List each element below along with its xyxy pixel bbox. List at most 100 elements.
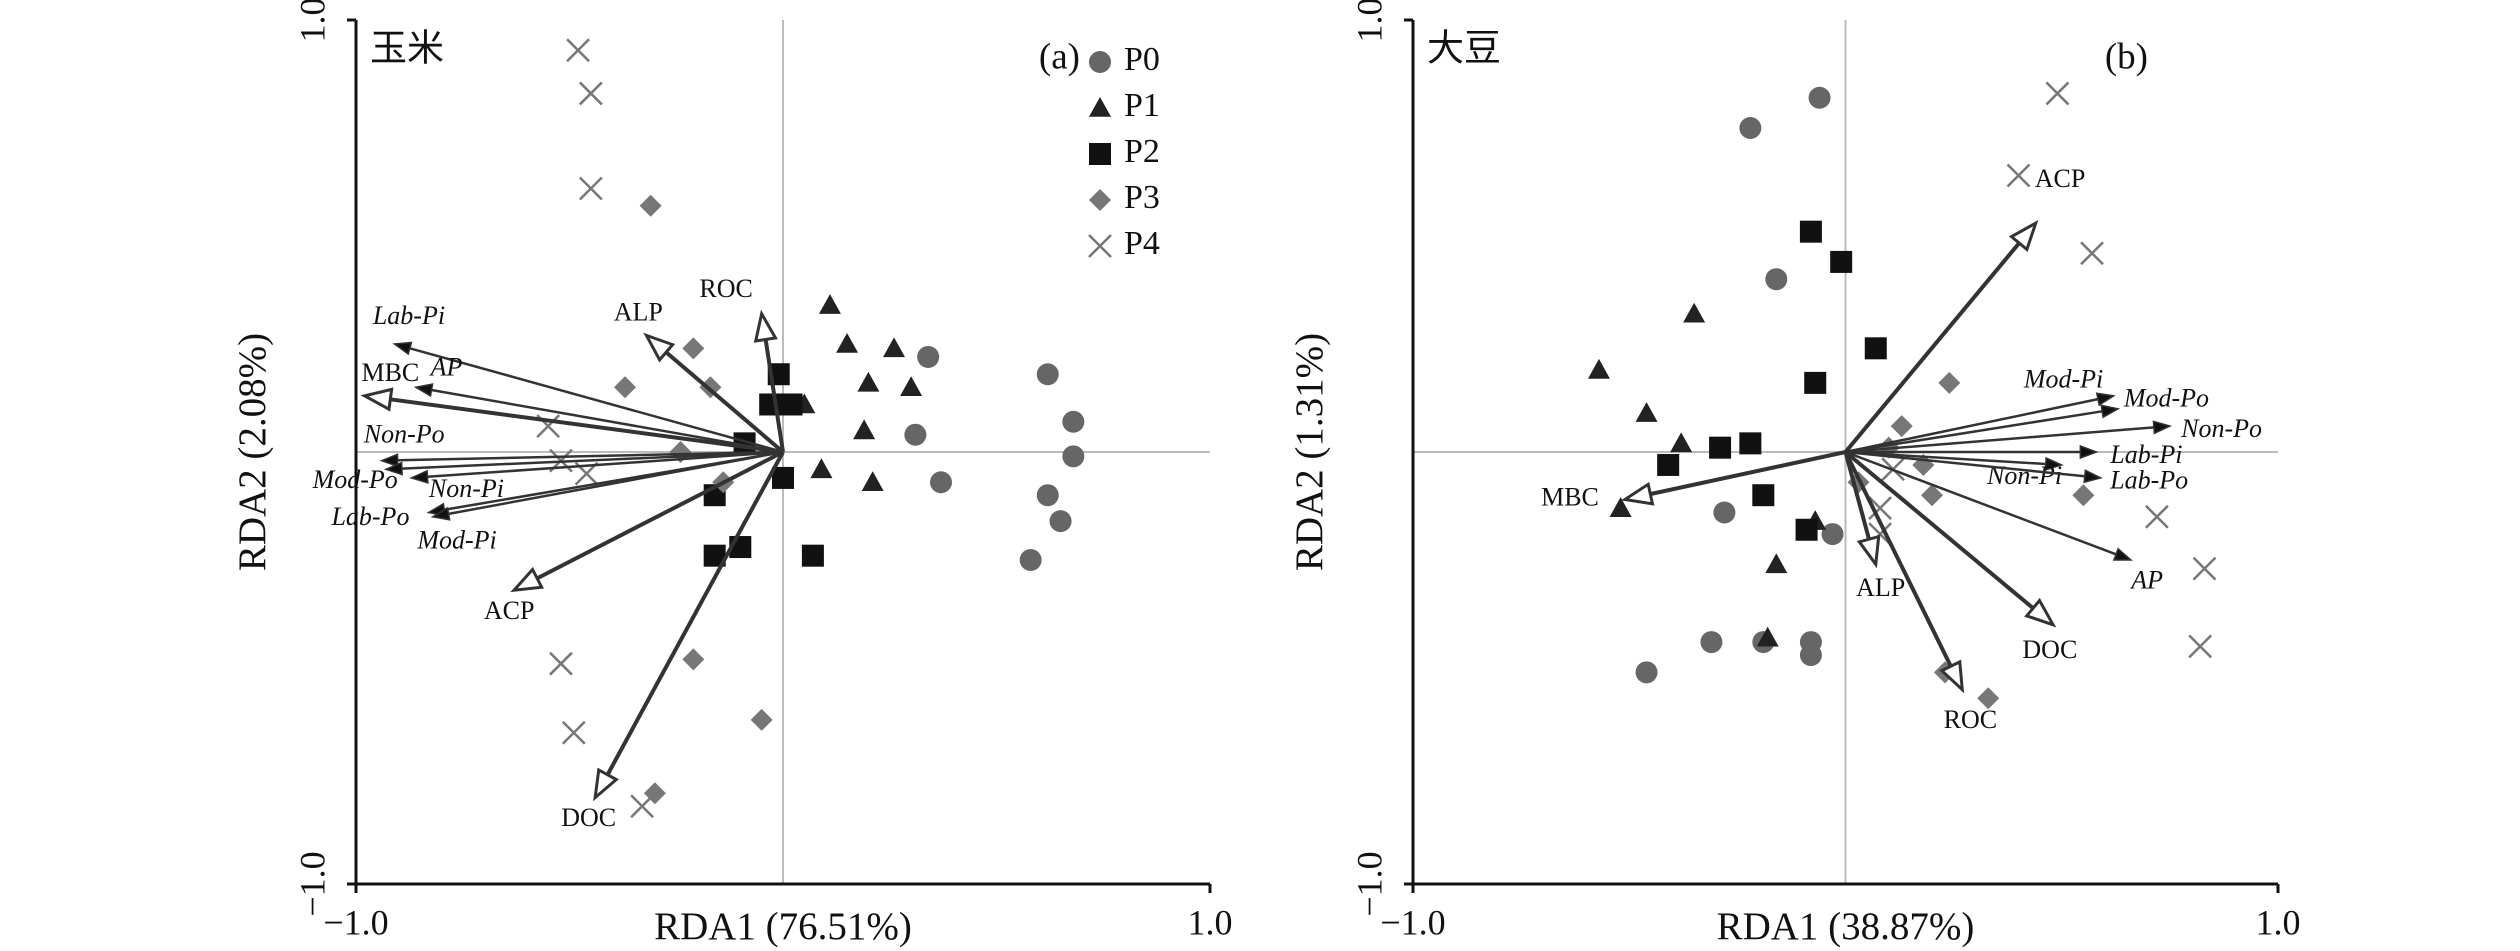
point [750, 708, 773, 731]
arrow-shaft [427, 450, 784, 479]
point [1739, 432, 1762, 455]
point [566, 38, 590, 63]
arrow-shaft [1844, 450, 2035, 610]
point [904, 423, 927, 446]
panel-title: 大豆 [1427, 28, 1501, 69]
legend-label: P3 [1124, 179, 1160, 216]
arrow-head [510, 566, 545, 593]
point [2072, 484, 2095, 507]
arrow-head [593, 767, 619, 802]
arrow-label: Lab-Pi [372, 301, 445, 330]
arrow-head [383, 461, 403, 476]
arrow-label: ACP [484, 596, 535, 625]
point [1799, 644, 1822, 667]
arrow-shaft [1843, 451, 1871, 540]
point [1977, 687, 2000, 710]
arrow-label: Mod-Po [312, 465, 398, 494]
point [2045, 81, 2070, 106]
y-axis-title: RDA2 (1.31%) [1288, 333, 1331, 571]
point [772, 466, 794, 489]
point [549, 651, 573, 676]
y-tick-label: 1.0 [292, 0, 332, 43]
arrow-shaft [390, 397, 784, 454]
point [1799, 220, 1822, 243]
point [1657, 453, 1680, 476]
legend-marker [1089, 51, 1111, 73]
point [1683, 302, 1706, 323]
point [1830, 250, 1853, 273]
point [1765, 553, 1788, 574]
arrow-label: Lab-Po [2109, 466, 2188, 495]
point [1036, 363, 1059, 386]
point [578, 81, 603, 106]
arrow-label: Non-Po [363, 419, 445, 448]
arrow-head [360, 387, 394, 412]
x-axis-title: RDA1 (38.87%) [1717, 905, 1975, 948]
arrow-label: AP [429, 352, 463, 381]
point [1019, 549, 1042, 571]
y-tick-label: −1.0 [1349, 851, 1389, 916]
arrow-shaft [664, 350, 785, 454]
arrow-shaft [1845, 410, 2103, 454]
arrow: ROC [699, 274, 785, 453]
arrow-head [379, 453, 399, 468]
arrow-label: ROC [699, 274, 752, 303]
x-axis-title: RDA1 (76.51%) [654, 905, 912, 948]
x-tick-label: −1.0 [1380, 902, 1445, 942]
point [1765, 268, 1788, 291]
y-tick-label: −1.0 [292, 851, 332, 916]
arrow-shaft [431, 388, 784, 454]
point [836, 333, 859, 353]
point [1062, 445, 1085, 468]
point [1864, 337, 1887, 360]
arrow: ACP [484, 450, 784, 625]
arrow: Lab-Pi [1845, 440, 2183, 469]
arrow-head [2083, 469, 2103, 484]
legend-marker [1089, 97, 1111, 117]
arrow-head [2044, 456, 2064, 472]
arrow-shaft [1845, 450, 2046, 466]
point [1938, 371, 1961, 394]
arrow-label: Lab-Po [330, 502, 409, 531]
point [2006, 163, 2031, 188]
arrow-label: Non-Pi [1986, 461, 2062, 490]
arrow: AP [1845, 450, 2163, 595]
arrow-label: AP [2129, 566, 2163, 595]
x-tick-label: 1.0 [2256, 902, 2301, 942]
point [1713, 501, 1736, 524]
point [1709, 436, 1732, 459]
point [1062, 410, 1085, 433]
point [1739, 117, 1762, 139]
arrow-label: Non-Pi [428, 474, 504, 503]
arrow-shaft [536, 450, 784, 581]
point [1868, 496, 1892, 521]
arrow: Mod-Pi [416, 450, 784, 555]
point [630, 794, 654, 819]
point [2192, 556, 2217, 581]
legend-label: P1 [1124, 87, 1160, 124]
arrow-label: ROC [1944, 705, 1997, 734]
arrow-label: ALP [1856, 573, 1905, 602]
arrow: MBC [360, 358, 784, 454]
arrow-label: ALP [614, 297, 663, 326]
arrow-head [1856, 534, 1881, 569]
point [703, 544, 726, 567]
x-tick-label: −1.0 [323, 902, 388, 942]
arrow: Lab-Pi [372, 301, 784, 454]
arrow: Lab-Po [1845, 450, 2188, 495]
point [929, 471, 952, 494]
arrow-head [753, 309, 778, 343]
point [682, 337, 705, 360]
arrow-head [643, 332, 676, 363]
point [1821, 523, 1844, 546]
point [1804, 371, 1827, 394]
point [1890, 415, 1913, 438]
arrow-head [1939, 659, 1965, 694]
point [1752, 484, 1775, 507]
arrow-shaft [763, 339, 785, 453]
point [1609, 497, 1632, 517]
arrow-label: DOC [2022, 635, 2077, 664]
arrow: Mod-Pi [1845, 364, 2116, 454]
legend-label: P4 [1124, 225, 1160, 262]
